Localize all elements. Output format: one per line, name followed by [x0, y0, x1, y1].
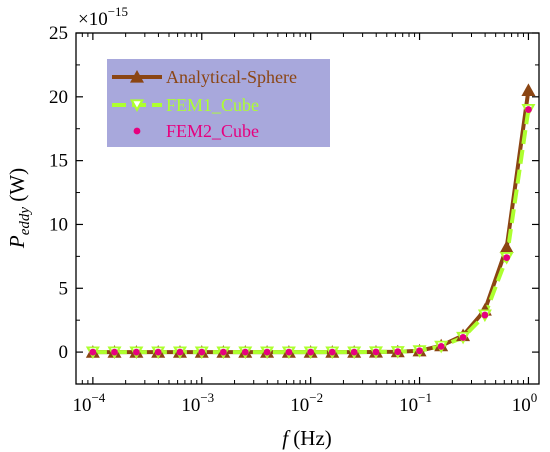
x-tick-label-exp: −4	[91, 390, 105, 405]
x-tick-label-base: 10	[512, 395, 531, 416]
point-fem2-cube	[481, 311, 489, 319]
x-tick-label-base: 10	[72, 395, 91, 416]
point-analytical-sphere	[521, 83, 536, 97]
legend-label: FEM2_Cube	[166, 121, 259, 141]
point-fem2-cube	[111, 348, 118, 356]
x-tick-label: 10−1	[399, 390, 432, 416]
x-tick-label-base: 10	[399, 395, 418, 416]
x-tick-label: 10−3	[181, 390, 214, 416]
y-axis-title-sub: eddy	[17, 207, 33, 236]
plot-layer	[85, 83, 536, 360]
point-fem2-cube	[219, 348, 227, 356]
x-tick-label-base: 10	[181, 395, 200, 416]
y-axis-title: Peddy (W)	[5, 168, 33, 249]
x-axis-title-unit: (Hz)	[288, 426, 332, 450]
x-tick-label: 10−4	[72, 390, 105, 416]
point-fem2-cube	[263, 348, 271, 356]
legend-label: FEM1_Cube	[166, 95, 259, 115]
point-fem2-cube	[416, 347, 423, 355]
x-tick-label-exp: −3	[200, 390, 214, 405]
y-axis-title-unit: (W)	[5, 168, 29, 207]
point-analytical-sphere	[499, 240, 514, 254]
point-fem2-cube	[132, 348, 140, 356]
y-tick-label: 0	[59, 342, 69, 363]
x-tick-label: 100	[512, 390, 538, 416]
point-fem2-cube	[394, 348, 402, 356]
point-fem2-cube	[437, 342, 445, 350]
x-tick-label-exp: −2	[309, 390, 323, 405]
plot-frame	[75, 32, 540, 385]
legend-marker-fem1-cube-inner	[133, 101, 141, 108]
y-tick-label: 5	[59, 278, 69, 299]
point-fem2-cube	[503, 254, 511, 262]
legend-label: Analytical-Sphere	[166, 67, 297, 87]
series-line-fem1-cube	[92, 109, 531, 355]
x-axis-title-main: f	[282, 426, 291, 450]
x-tick-label-exp: 0	[531, 390, 538, 405]
point-fem2-cube	[372, 348, 380, 356]
legend-marker-analytical-sphere	[130, 70, 144, 83]
point-fem2-cube	[198, 348, 206, 356]
point-fem2-cube	[459, 334, 467, 341]
y-multiplier-base: ×10	[78, 9, 108, 30]
x-axis-title: f (Hz)	[282, 426, 332, 450]
point-fem2-cube	[241, 348, 249, 356]
point-fem2-cube	[350, 348, 358, 356]
point-fem2-cube	[525, 106, 532, 113]
y-tick-label: 15	[49, 151, 68, 172]
y-multiplier-exp: −15	[108, 4, 128, 19]
x-tick-label: 10−2	[290, 390, 323, 416]
x-tick-label-base: 10	[290, 395, 309, 416]
y-tick-label: 20	[49, 87, 68, 108]
y-multiplier: ×10−15	[78, 4, 128, 30]
y-tick-label: 10	[49, 214, 68, 235]
x-tick-label-exp: −1	[418, 390, 432, 405]
point-fem2-cube	[285, 348, 293, 356]
point-fem2-cube	[154, 348, 162, 356]
point-fem2-cube	[89, 348, 97, 356]
point-fem2-cube	[307, 348, 315, 356]
point-fem2-cube	[328, 348, 336, 356]
y-tick-label: 25	[49, 23, 68, 44]
legend-marker-fem2-cube	[133, 127, 141, 135]
y-axis-title-main: P	[5, 235, 29, 249]
legend: Analytical-Sphere FEM1_Cube FEM2_Cube	[107, 59, 330, 147]
point-fem2-cube	[176, 348, 184, 356]
